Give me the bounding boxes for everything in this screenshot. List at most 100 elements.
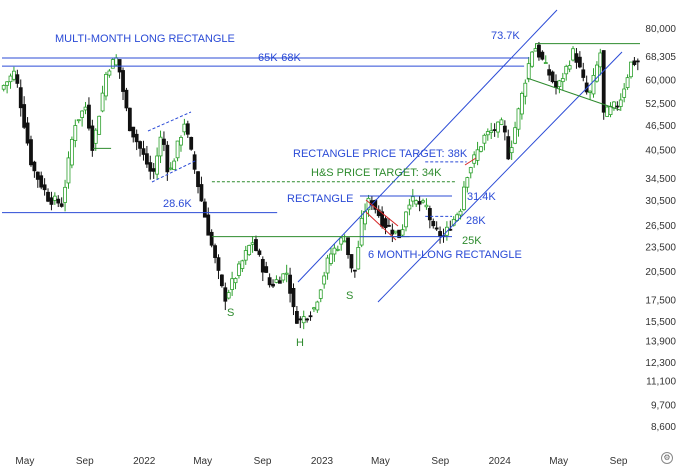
candle-body [615, 105, 620, 108]
y-tick-label: 30,500 [645, 196, 676, 207]
candle-body [359, 217, 364, 246]
y-tick-label: 15,500 [645, 317, 676, 328]
candle-body [533, 48, 538, 52]
candle-body [625, 77, 630, 88]
candle-body [69, 138, 74, 166]
y-tick-label: 26,500 [645, 221, 676, 232]
candle-body [315, 301, 320, 311]
channel-upper-line [297, 9, 558, 283]
annotation-28k: 28K [466, 215, 486, 227]
y-tick-label: 17,500 [645, 295, 676, 306]
candle-body [5, 81, 10, 86]
candle-body [537, 44, 541, 58]
candle-body [12, 70, 16, 80]
candle-body [560, 78, 565, 83]
candle-body [468, 167, 473, 174]
candle-body [540, 51, 545, 60]
candle-body [179, 137, 183, 146]
channel-lower-line [377, 51, 623, 303]
candle-body [366, 197, 371, 211]
candle-body [308, 315, 313, 318]
annotation-73-7k: 73.7K [491, 30, 520, 42]
red-breakout-line [464, 157, 477, 166]
candle-body [543, 62, 548, 64]
candle-body [15, 74, 20, 84]
candle-body [322, 275, 327, 285]
candle-body [349, 254, 354, 269]
candle-body [223, 287, 228, 302]
candle-body [305, 318, 310, 321]
candle-body [502, 125, 507, 133]
horizontal-levels [2, 43, 640, 238]
candle-body [410, 196, 415, 202]
candle-body [318, 289, 323, 299]
candle-body [407, 204, 412, 210]
annotation-rect-target: RECTANGLE PRICE TARGET: 38K [293, 148, 468, 160]
x-tick-label: 2023 [311, 456, 334, 467]
candle-body [22, 104, 27, 128]
candle-body [97, 115, 102, 135]
candle-body [124, 89, 129, 109]
candle-body [574, 53, 579, 63]
candle-body [206, 214, 211, 236]
candle-body [325, 257, 330, 274]
candle-body [240, 260, 245, 269]
candle-body [591, 74, 596, 95]
candle-body [49, 197, 54, 205]
candle-body [352, 269, 357, 272]
candle-body [189, 136, 194, 150]
annotation-28-6k: 28.6K [163, 198, 192, 210]
candle-body [288, 274, 292, 294]
candle-body [393, 230, 398, 234]
time-axis: May Sep 2022 May Sep 2023 May Sep 2024 May Sep [15, 456, 627, 467]
candle-body [8, 75, 13, 83]
candle-body [434, 227, 439, 230]
candle-body [594, 64, 599, 82]
candle-body [281, 273, 286, 281]
candle-body [291, 288, 296, 308]
candle-body [59, 203, 64, 207]
y-tick-label: 68,305 [645, 52, 676, 63]
candle-body [465, 177, 470, 188]
candle-body [144, 153, 149, 165]
candle-body [29, 139, 33, 166]
candle-body [267, 277, 272, 286]
candle-body [46, 191, 50, 202]
candle-body [247, 245, 252, 256]
candle-body [513, 127, 517, 144]
candle-body [202, 201, 207, 218]
candle-body [506, 136, 511, 160]
annotation-head: H [296, 337, 304, 349]
candle-body [390, 229, 395, 235]
candle-body [438, 231, 442, 237]
candle-body [598, 52, 603, 68]
candle-body [492, 129, 497, 131]
x-tick-label: Sep [431, 456, 449, 467]
settings-gear-icon[interactable]: ⚙ [661, 452, 673, 464]
candle-body [301, 316, 306, 324]
candle-body [254, 239, 258, 251]
candle-body [383, 218, 388, 229]
candle-body [25, 122, 30, 144]
x-tick-label: May [549, 456, 568, 467]
x-tick-label: May [15, 456, 34, 467]
candle-body [475, 149, 480, 161]
x-tick-label: 2024 [489, 456, 512, 467]
candle-body [230, 278, 235, 290]
candle-body [35, 171, 40, 180]
candle-body [547, 69, 552, 76]
candle-body [219, 274, 224, 287]
candle-body [121, 70, 125, 92]
candle-body [516, 108, 521, 130]
candle-body [233, 278, 238, 284]
candle-body [226, 292, 231, 299]
candle-body [523, 82, 528, 97]
candle-body [632, 60, 637, 65]
candle-body [277, 280, 282, 284]
candle-body [346, 237, 350, 256]
candle-body [63, 186, 67, 203]
candle-body [1, 85, 6, 90]
candle-body [162, 138, 166, 145]
candle-body [618, 99, 623, 107]
candle-body [635, 60, 640, 63]
